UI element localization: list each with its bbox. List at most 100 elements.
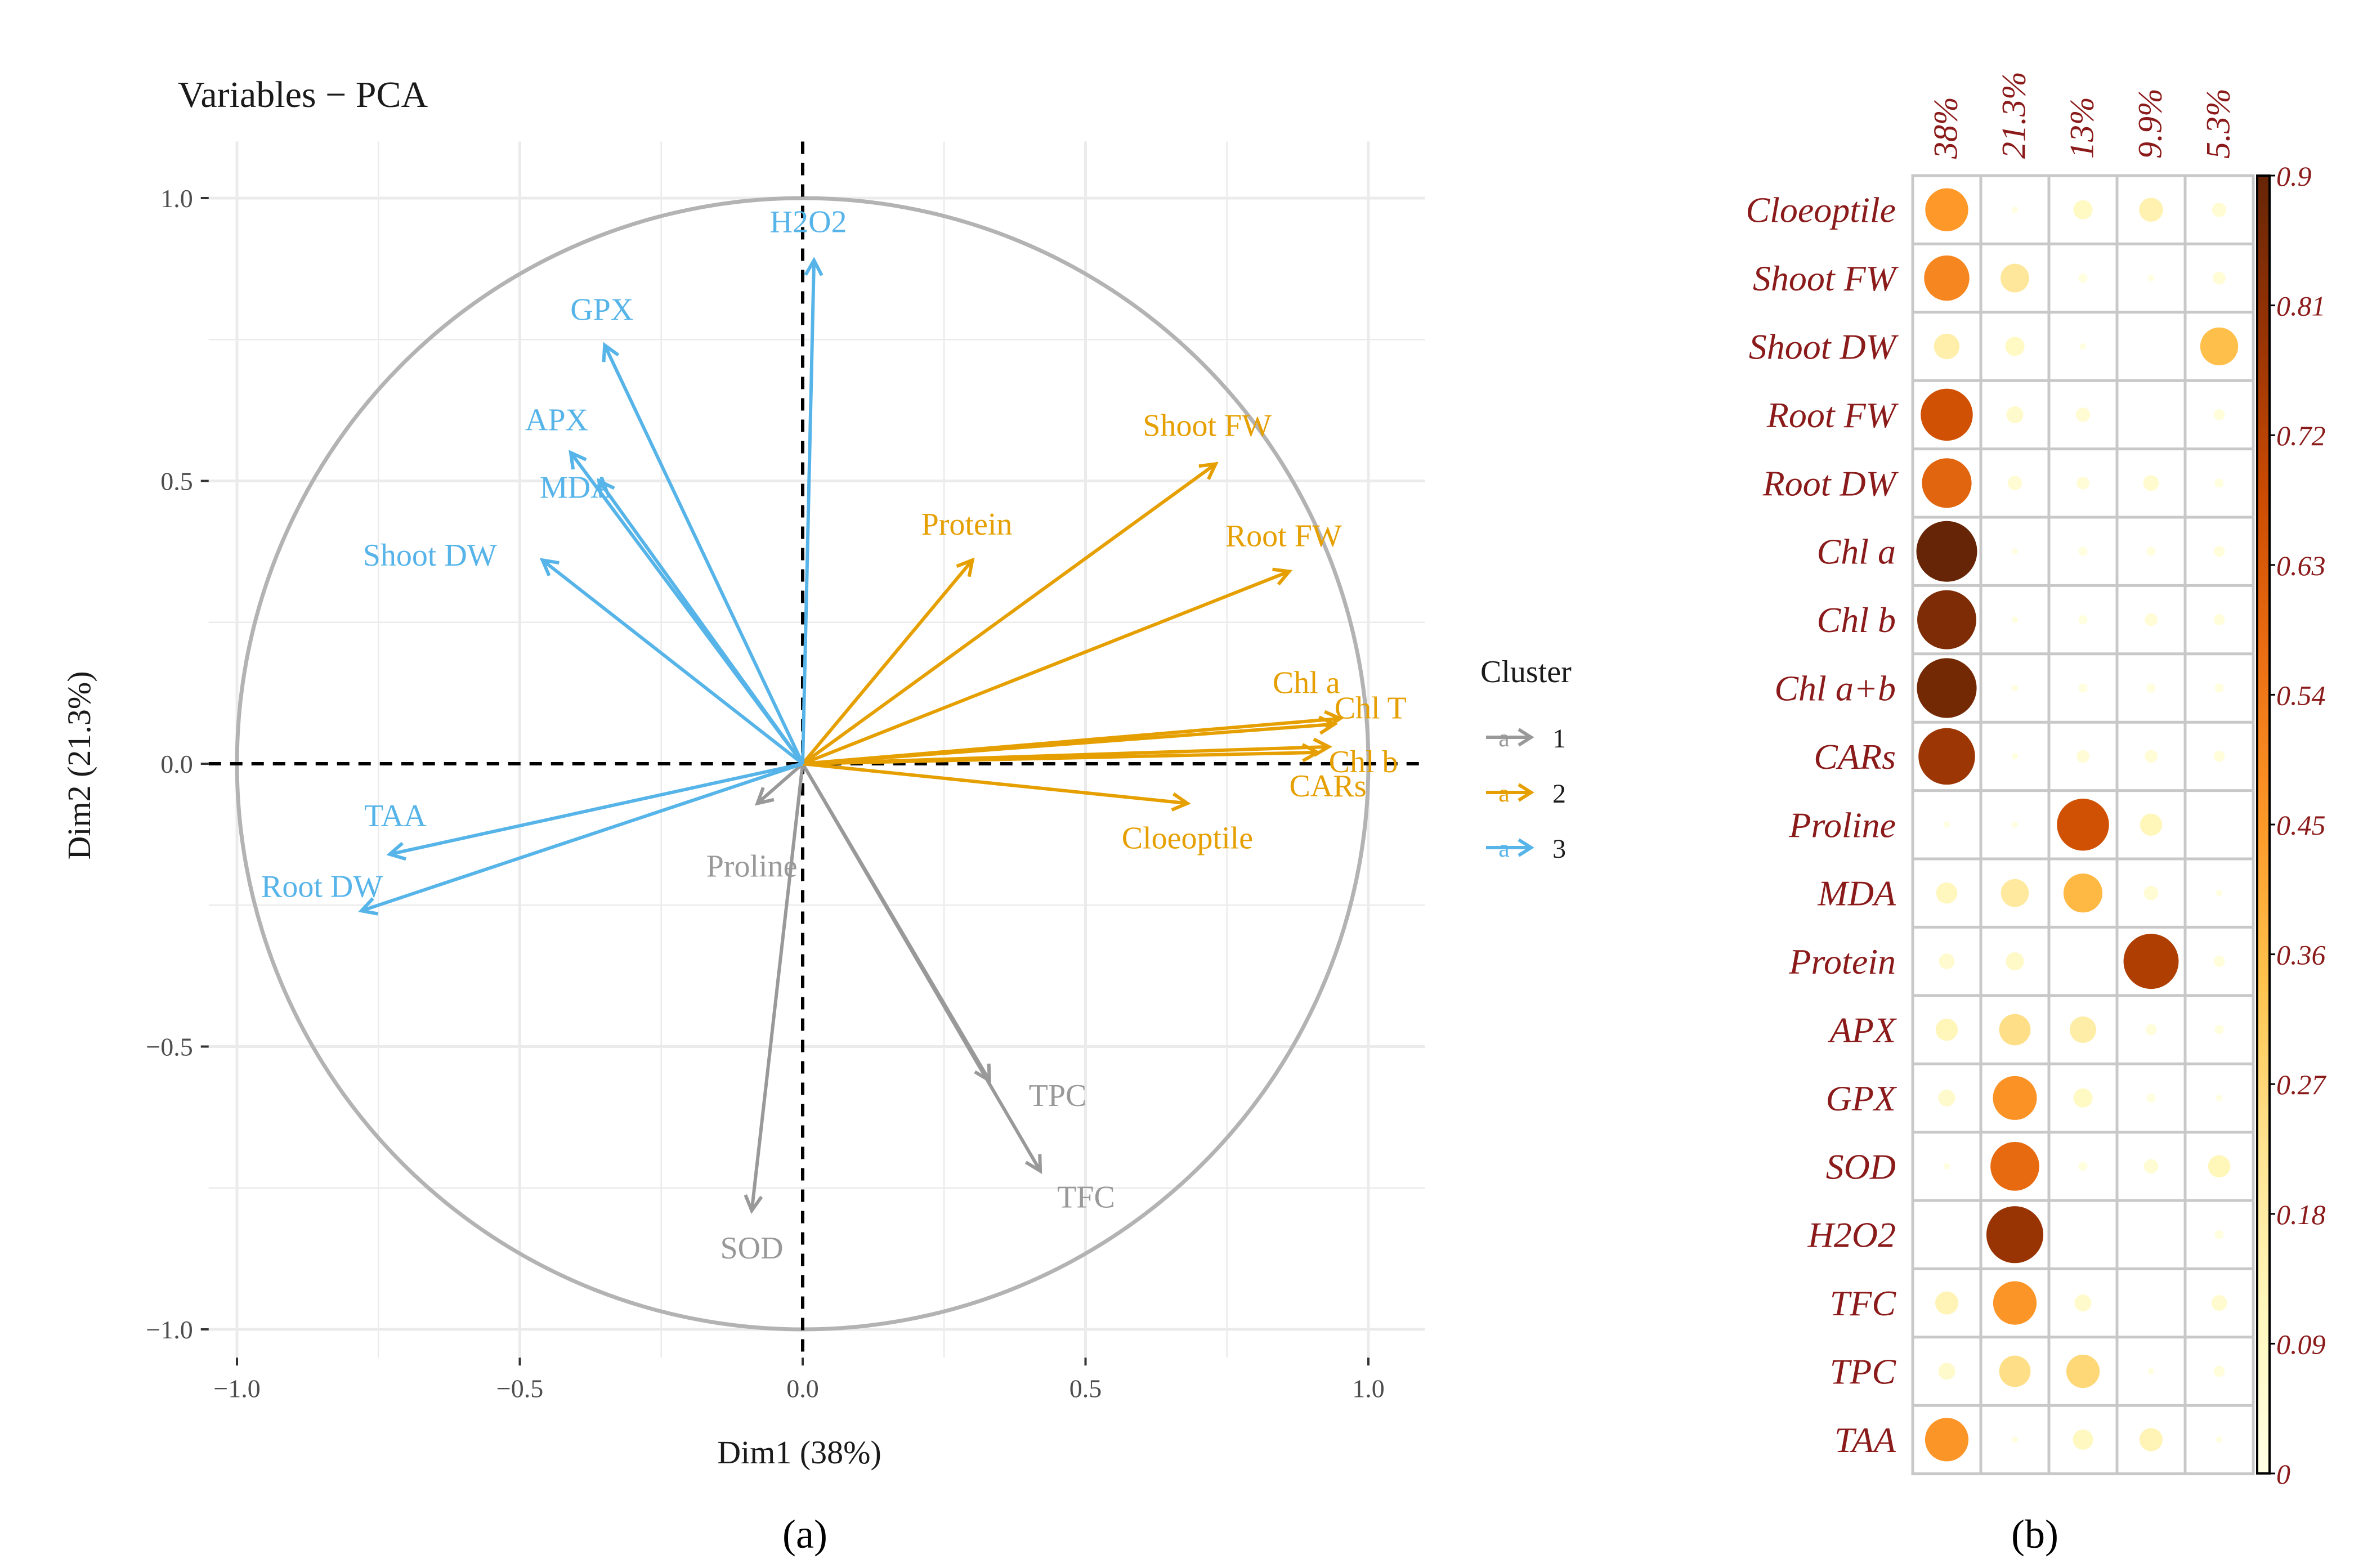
bubble [1925, 1418, 1969, 1462]
bubble [2007, 476, 2022, 491]
bubble [2076, 750, 2089, 763]
bubble [2073, 200, 2093, 219]
bubble [2216, 1095, 2223, 1101]
arrow-head [956, 557, 975, 577]
bubble [2213, 956, 2225, 967]
bubble [2216, 1436, 2223, 1443]
panel-label-a: (a) [782, 1512, 827, 1557]
bubble [1939, 953, 1955, 970]
axis-ticks: −1.0 −0.5 0.0 0.5 1.0 1.0 0.5 0.0 −0.5 −1.0 [146, 184, 1384, 1403]
bubble [2006, 952, 2024, 971]
arrow-mda [597, 480, 804, 765]
bubble [2139, 198, 2163, 222]
arrow-label: MDA [540, 471, 614, 505]
row-label: MDA [1817, 873, 1896, 913]
bubble [2213, 409, 2225, 420]
arrow-label: Shoot DW [363, 538, 497, 573]
bubble [2011, 753, 2019, 760]
colorbar-tick-label: 0.45 [2276, 809, 2326, 841]
arrow-label: Root FW [1225, 518, 1342, 553]
bubble [2143, 1159, 2159, 1174]
x-tick-label: 0.0 [786, 1374, 819, 1403]
row-label: Chl a+b [1774, 669, 1896, 709]
bubble [1925, 188, 1968, 231]
bubble [2005, 337, 2025, 356]
y-tick-label: −0.5 [146, 1033, 193, 1061]
arrow-label: Proline [706, 849, 798, 884]
colorbar-tick-label: 0.63 [2276, 550, 2326, 581]
arrow-shoot-fw [802, 462, 1217, 765]
bubble [2079, 343, 2087, 350]
arrow-shoot-dw [541, 558, 804, 765]
arrow-proline [756, 762, 804, 805]
row-label: APX [1828, 1010, 1897, 1050]
arrow-label: Chl b [1329, 745, 1398, 779]
legend-key-head [1518, 728, 1534, 747]
bubble [1924, 255, 1970, 301]
x-tick-label: −0.5 [496, 1374, 543, 1403]
bubble [2078, 546, 2088, 556]
bubble [2011, 821, 2019, 828]
colorbar-tick-label: 0.72 [2276, 420, 2326, 451]
arrow-head [754, 787, 775, 806]
bubble [2057, 799, 2109, 851]
column-label: 38% [1927, 97, 1964, 159]
bubble [2011, 616, 2019, 623]
arrow-label: SOD [720, 1231, 784, 1266]
legend-key-glyph: a [1498, 779, 1510, 807]
bubble [1918, 728, 1975, 785]
bubble [2074, 1294, 2092, 1312]
colorbar-tick-label: 0 [2276, 1458, 2290, 1490]
arrow-label: GPX [570, 292, 633, 327]
row-label: SOD [1826, 1146, 1896, 1186]
bubble [2076, 476, 2089, 490]
row-label: H2O2 [1807, 1215, 1896, 1255]
bubble [2145, 1024, 2157, 1036]
arrow-label: APX [525, 402, 588, 437]
row-labels: Cloeoptile Shoot FW Shoot DW Root FW Root DW… [1746, 190, 1899, 1460]
arrow-root-dw [361, 762, 803, 913]
bubble [1993, 1281, 2037, 1325]
arrow-label: TPC [1029, 1078, 1087, 1113]
arrow-label: H2O2 [770, 205, 847, 240]
bubble [1943, 821, 1950, 828]
colorbar-tick-label: 0.18 [2276, 1199, 2326, 1230]
bubble [2066, 1354, 2100, 1388]
bubble [1917, 658, 1977, 718]
colorbar-tick-label: 0.9 [2276, 160, 2312, 192]
bubble [1999, 1014, 2031, 1046]
row-label: Protein [1788, 942, 1896, 982]
arrow-gpx [603, 344, 804, 765]
bubble [2146, 683, 2156, 693]
correlation-bubble-panel: Cloeoptile Shoot FW Shoot DW Root FW Root DW… [1746, 71, 2326, 1557]
arrow-label: Chl a [1273, 666, 1340, 701]
bubble [2213, 614, 2225, 625]
bubble [1938, 1089, 1955, 1106]
arrow-label: TFC [1057, 1180, 1115, 1215]
row-label: Shoot FW [1753, 258, 1899, 298]
arrow-head [597, 478, 615, 498]
row-label: Chl b [1817, 600, 1896, 640]
arrow-head [358, 897, 379, 916]
y-tick-label: 0.0 [160, 750, 193, 778]
x-tick-label: 1.0 [1352, 1374, 1385, 1403]
bubble [2001, 263, 2029, 293]
legend-entry-label: 2 [1552, 779, 1566, 809]
arrow-label: Protein [921, 507, 1013, 542]
bubble [1922, 458, 1972, 508]
arrow-label: CARs [1290, 769, 1367, 804]
bubble [2143, 885, 2159, 901]
bubble [1999, 1355, 2031, 1387]
arrow-label: Cloeoptile [1122, 821, 1253, 855]
bubble [2073, 1088, 2093, 1108]
bubble [2078, 615, 2088, 625]
bubble [2070, 1016, 2096, 1043]
arrow-h2o2 [801, 260, 816, 764]
arrow-head [1318, 715, 1338, 735]
arrow-head [569, 450, 587, 470]
bubble [2011, 1436, 2019, 1443]
arrow-head [1272, 567, 1293, 586]
row-label: Chl a [1817, 532, 1896, 572]
arrow-head [744, 1194, 763, 1215]
arrow-head [539, 558, 560, 576]
